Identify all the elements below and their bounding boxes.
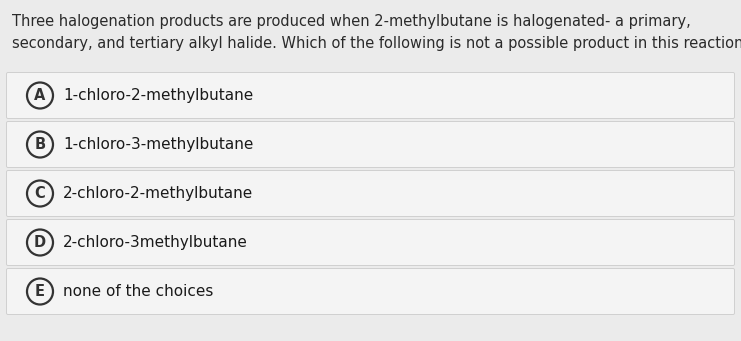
Text: E: E	[35, 284, 45, 299]
Ellipse shape	[27, 83, 53, 108]
Text: A: A	[34, 88, 46, 103]
Text: B: B	[34, 137, 45, 152]
Text: none of the choices: none of the choices	[63, 284, 213, 299]
Text: 2-chloro-2-methylbutane: 2-chloro-2-methylbutane	[63, 186, 253, 201]
FancyBboxPatch shape	[7, 170, 734, 217]
Text: 2-chloro-3methylbutane: 2-chloro-3methylbutane	[63, 235, 248, 250]
FancyBboxPatch shape	[7, 220, 734, 266]
FancyBboxPatch shape	[7, 121, 734, 167]
Text: 1-chloro-2-methylbutane: 1-chloro-2-methylbutane	[63, 88, 253, 103]
Text: C: C	[35, 186, 45, 201]
Text: 1-chloro-3-methylbutane: 1-chloro-3-methylbutane	[63, 137, 253, 152]
Ellipse shape	[27, 229, 53, 255]
FancyBboxPatch shape	[7, 268, 734, 314]
Text: secondary, and tertiary alkyl halide. Which of the following is not a possible p: secondary, and tertiary alkyl halide. Wh…	[12, 36, 741, 51]
Text: Three halogenation products are produced when 2-methylbutane is halogenated- a p: Three halogenation products are produced…	[12, 14, 691, 29]
Ellipse shape	[27, 180, 53, 207]
Ellipse shape	[27, 132, 53, 158]
Ellipse shape	[27, 279, 53, 305]
FancyBboxPatch shape	[7, 73, 734, 119]
Text: D: D	[34, 235, 46, 250]
